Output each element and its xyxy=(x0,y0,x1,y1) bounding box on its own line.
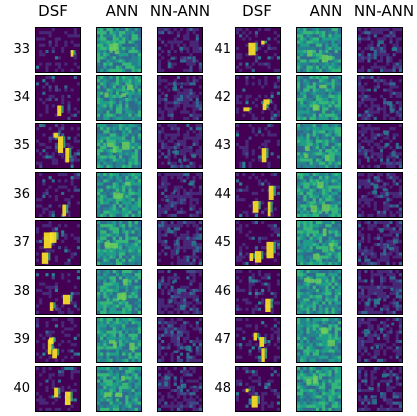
row-label-37: 37 xyxy=(13,235,30,250)
column-header-ann-right: ANN xyxy=(309,2,343,20)
heatmap-ann-47 xyxy=(296,317,342,363)
column-header-dsf-right: DSF xyxy=(242,2,272,20)
row-label-48: 48 xyxy=(214,381,231,396)
heatmap-dsf-38 xyxy=(35,269,81,315)
heatmap-nn-ann-43 xyxy=(357,123,403,169)
heatmap-nn-ann-46 xyxy=(357,269,403,315)
heatmap-ann-42 xyxy=(296,75,342,121)
heatmap-nn-ann-33 xyxy=(157,27,203,73)
heatmap-dsf-47 xyxy=(235,317,281,363)
heatmap-ann-45 xyxy=(296,220,342,266)
row-label-40: 40 xyxy=(13,381,30,396)
column-header-dsf-left: DSF xyxy=(38,2,68,20)
heatmap-dsf-41 xyxy=(235,27,281,73)
heatmap-dsf-46 xyxy=(235,269,281,315)
heatmap-nn-ann-42 xyxy=(357,75,403,121)
heatmap-dsf-45 xyxy=(235,220,281,266)
row-label-43: 43 xyxy=(214,138,231,153)
heatmap-ann-39 xyxy=(96,317,142,363)
heatmap-dsf-43 xyxy=(235,123,281,169)
row-label-38: 38 xyxy=(13,284,30,299)
row-label-36: 36 xyxy=(13,187,30,202)
heatmap-nn-ann-34 xyxy=(157,75,203,121)
heatmap-ann-46 xyxy=(296,269,342,315)
row-label-42: 42 xyxy=(214,90,231,105)
heatmap-dsf-44 xyxy=(235,172,281,218)
heatmap-ann-48 xyxy=(296,366,342,412)
heatmap-dsf-37 xyxy=(35,220,81,266)
heatmap-nn-ann-41 xyxy=(357,27,403,73)
heatmap-ann-44 xyxy=(296,172,342,218)
heatmap-nn-ann-40 xyxy=(157,366,203,412)
heatmap-nn-ann-45 xyxy=(357,220,403,266)
heatmap-ann-36 xyxy=(96,172,142,218)
heatmap-nn-ann-39 xyxy=(157,317,203,363)
heatmap-dsf-48 xyxy=(235,366,281,412)
heatmap-nn-ann-35 xyxy=(157,123,203,169)
row-label-44: 44 xyxy=(214,187,231,202)
heatmap-ann-43 xyxy=(296,123,342,169)
row-label-35: 35 xyxy=(13,138,30,153)
heatmap-ann-35 xyxy=(96,123,142,169)
heatmap-nn-ann-38 xyxy=(157,269,203,315)
heatmap-ann-33 xyxy=(96,27,142,73)
heatmap-ann-37 xyxy=(96,220,142,266)
heatmap-ann-38 xyxy=(96,269,142,315)
heatmap-dsf-35 xyxy=(35,123,81,169)
heatmap-nn-ann-47 xyxy=(357,317,403,363)
heatmap-ann-34 xyxy=(96,75,142,121)
heatmap-ann-41 xyxy=(296,27,342,73)
heatmap-nn-ann-36 xyxy=(157,172,203,218)
row-label-47: 47 xyxy=(214,332,231,347)
heatmap-dsf-39 xyxy=(35,317,81,363)
row-label-34: 34 xyxy=(13,90,30,105)
heatmap-dsf-33 xyxy=(35,27,81,73)
column-header-ann-left: ANN xyxy=(105,2,139,20)
heatmap-nn-ann-48 xyxy=(357,366,403,412)
heatmap-nn-ann-44 xyxy=(357,172,403,218)
column-header-nn-ann-right: NN-ANN xyxy=(353,2,415,20)
row-label-39: 39 xyxy=(13,332,30,347)
heatmap-dsf-42 xyxy=(235,75,281,121)
column-header-nn-ann-left: NN-ANN xyxy=(149,2,211,20)
heatmap-nn-ann-37 xyxy=(157,220,203,266)
row-label-46: 46 xyxy=(214,284,231,299)
heatmap-ann-40 xyxy=(96,366,142,412)
heatmap-dsf-40 xyxy=(35,366,81,412)
heatmap-dsf-34 xyxy=(35,75,81,121)
row-label-33: 33 xyxy=(13,42,30,57)
row-label-45: 45 xyxy=(214,235,231,250)
row-label-41: 41 xyxy=(214,42,231,57)
heatmap-dsf-36 xyxy=(35,172,81,218)
